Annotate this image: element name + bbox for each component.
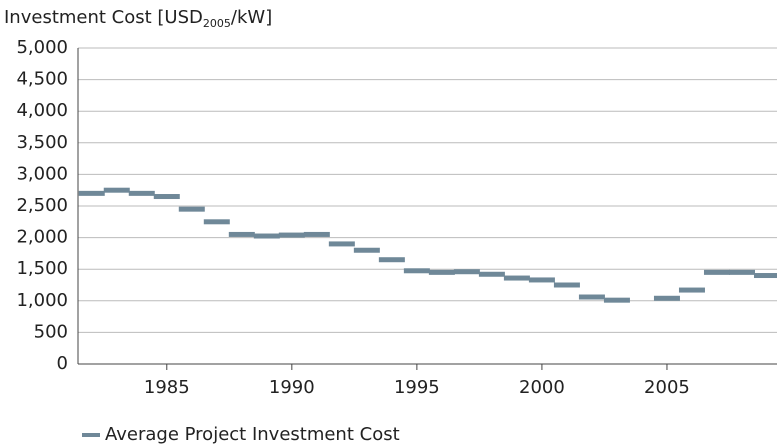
y-tick-label: 3,000 (16, 163, 68, 184)
x-tick-label: 2005 (644, 377, 690, 398)
data-dash (403, 268, 430, 274)
y-tick-label: 1,500 (16, 258, 68, 279)
data-dash (503, 275, 530, 281)
y-tick-label: 1,000 (16, 290, 68, 311)
data-dash (553, 282, 580, 288)
data-dash (703, 269, 730, 275)
data-dash (303, 231, 330, 237)
data-dash (253, 233, 280, 239)
x-tick-label: 1995 (394, 377, 440, 398)
data-dash (178, 206, 205, 212)
y-tick-label: 5,000 (16, 37, 68, 58)
data-dash (653, 295, 680, 301)
legend-label: Average Project Investment Cost (105, 424, 400, 445)
x-tick-label: 2000 (519, 377, 565, 398)
data-dash (278, 232, 305, 238)
y-tick-label: 500 (34, 321, 68, 342)
data-dash (328, 241, 355, 247)
y-tick-label: 4,000 (16, 100, 68, 121)
y-tick-label: 2,000 (16, 227, 68, 248)
data-dash (753, 273, 777, 279)
y-tick-label: 2,500 (16, 195, 68, 216)
data-dash (128, 190, 155, 196)
label-text: Investment Cost [USD (4, 7, 203, 28)
x-tick-label: 1990 (269, 377, 315, 398)
data-dash (578, 294, 605, 300)
data-dash (203, 219, 230, 225)
y-tick-label: 4,500 (16, 69, 68, 90)
data-dash (428, 269, 455, 275)
data-dash (378, 257, 405, 263)
y-axis-label: Investment Cost [USD2005/kW] (4, 7, 272, 30)
y-tick-label: 3,500 (16, 132, 68, 153)
data-dash (353, 247, 380, 253)
data-dash (453, 269, 480, 275)
data-dash (78, 190, 105, 196)
data-dash (528, 277, 555, 283)
data-dash (153, 194, 180, 200)
y-tick-label: 0 (57, 353, 68, 374)
data-dash (478, 271, 505, 277)
data-dash (103, 187, 130, 193)
label-suffix: /kW] (231, 7, 272, 28)
label-subscript: 2005 (203, 17, 231, 30)
x-tick-label: 1985 (144, 377, 190, 398)
data-dash (228, 231, 255, 237)
legend-swatch (82, 433, 100, 437)
data-dash (678, 287, 705, 293)
data-dash (728, 269, 755, 275)
data-dash (603, 297, 630, 303)
